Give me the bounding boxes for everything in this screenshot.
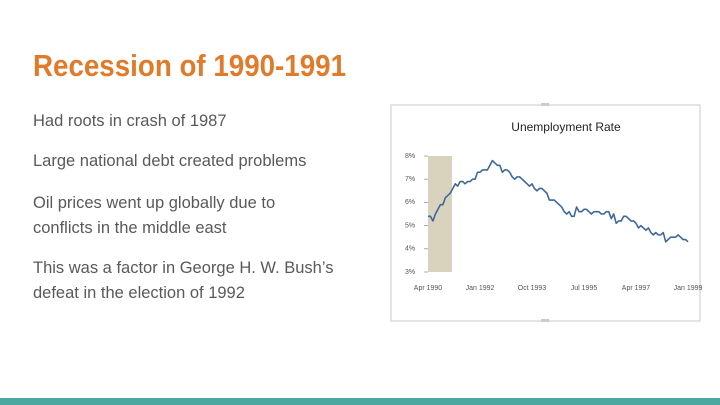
handle [541, 319, 549, 322]
chart-title: Unemployment Rate [511, 120, 621, 134]
y-tick-label: 5% [405, 222, 415, 229]
y-tick-label: 3% [405, 269, 415, 276]
x-tick-label: Apr 1997 [622, 285, 651, 292]
slide-title: Recession of 1990-1991 [33, 48, 346, 83]
bullet-text: This was a factor in George H. W. Bush’s [33, 259, 333, 277]
bullet-list: Had roots in crash of 1987 Large national… [33, 112, 333, 302]
handle [541, 103, 549, 106]
line [428, 159, 689, 243]
recession-shading [428, 156, 452, 272]
bullet-text: conflicts in the middle east [33, 219, 227, 237]
plot: 3% 4% 5% 6% 7% 8% Apr 1990 Jan 1992 Oct 1993 Jul … [405, 153, 703, 292]
x-tick-label: Jan 1999 [674, 285, 703, 292]
y-tick-label: 8% [405, 153, 415, 160]
y-tick-label: 6% [405, 199, 415, 206]
bottom-bar [0, 398, 720, 405]
y-tick-label: 4% [405, 246, 415, 253]
bullet-text: defeat in the election of 1992 [33, 284, 245, 302]
bullet-text: Oil prices went up globally due to [33, 194, 275, 212]
y-tick-label: 7% [405, 176, 415, 183]
x-tick-label: Jul 1995 [571, 285, 598, 292]
bullet-text: Large national debt created problems [33, 152, 306, 170]
x-tick-label: Apr 1990 [414, 285, 443, 292]
bullet-text: Had roots in crash of 1987 [33, 112, 227, 130]
x-tick-label: Jan 1992 [466, 285, 495, 292]
x-tick-label: Oct 1993 [518, 285, 547, 292]
